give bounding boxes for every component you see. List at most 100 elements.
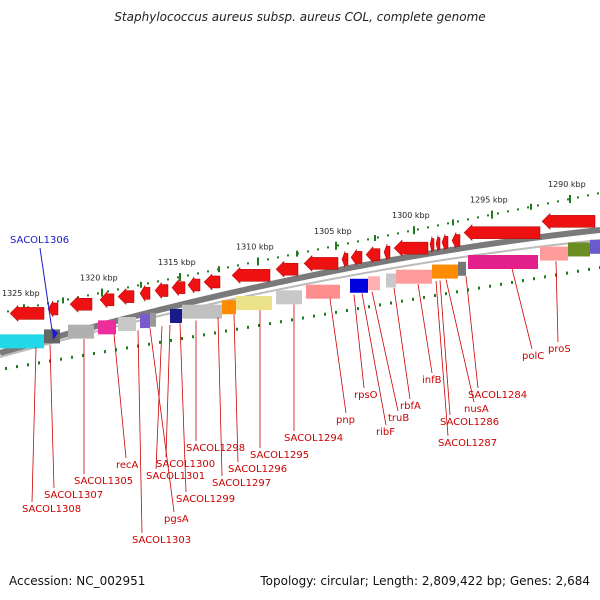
lower-track-dot — [170, 338, 172, 342]
feature-bar — [368, 276, 380, 291]
gene-label-sacol1287[interactable]: SACOL1287 — [438, 438, 497, 449]
gene-arrow[interactable] — [69, 295, 93, 313]
gene-label-trub[interactable]: truB — [388, 413, 409, 424]
gene-label-sacol1305[interactable]: SACOL1305 — [74, 476, 133, 487]
label-leader-line — [149, 328, 175, 513]
lower-track-dot — [588, 267, 590, 271]
gene-label-polc[interactable]: polC — [522, 351, 544, 362]
gene-arrow[interactable] — [9, 304, 45, 323]
gene-label-sacol1308[interactable]: SACOL1308 — [22, 504, 81, 515]
scale-dot — [447, 222, 449, 225]
gene-label-infb[interactable]: infB — [422, 375, 442, 386]
accession-text: Accession: NC_002951 — [9, 574, 146, 588]
scale-dot — [267, 258, 269, 261]
feature-bar — [540, 246, 568, 261]
scale-dot — [377, 236, 379, 239]
scale-dot — [527, 206, 529, 209]
label-leader-line — [417, 283, 433, 374]
lower-track-dot — [302, 316, 304, 320]
gene-label-sacol1303[interactable]: SACOL1303 — [132, 535, 191, 546]
gene-arrow[interactable] — [203, 273, 221, 291]
gene-arrow[interactable] — [139, 284, 151, 303]
feature-bar — [468, 255, 538, 270]
gene-arrow[interactable] — [350, 248, 363, 267]
highlighted-gene[interactable]: SACOL1306 — [10, 235, 69, 340]
lower-track-dot — [214, 331, 216, 335]
gene-label-pgsa[interactable]: pgsA — [164, 514, 189, 525]
gene-arrow[interactable] — [171, 278, 186, 297]
label-leader-line — [511, 268, 533, 350]
feature-bar — [182, 304, 222, 319]
gene-label-nusa[interactable]: nusA — [464, 404, 489, 415]
gene-arrow[interactable] — [429, 236, 435, 253]
feature-bar — [276, 290, 302, 305]
lower-track-dot — [236, 327, 238, 331]
gene-arrow[interactable] — [463, 224, 541, 242]
lower-track-dot — [566, 271, 568, 275]
lower-track-dot — [467, 288, 469, 292]
gene-arrow[interactable] — [541, 212, 596, 230]
label-leader-line — [179, 323, 187, 493]
gene-label-rbfa[interactable]: rbfA — [400, 401, 421, 412]
feature-bar — [386, 273, 396, 288]
lower-track-dot — [379, 303, 381, 307]
gene-label-sacol1298[interactable]: SACOL1298 — [186, 443, 245, 454]
scale-dot — [197, 272, 199, 275]
label-leader-line — [439, 280, 451, 416]
scale-dot — [397, 232, 399, 235]
gene-label-pros[interactable]: proS — [548, 344, 571, 355]
gene-label-sacol1297[interactable]: SACOL1297 — [212, 478, 271, 489]
feature-bar — [458, 261, 466, 276]
gene-label-reca[interactable]: recA — [116, 460, 139, 471]
lower-track-dot — [5, 366, 7, 370]
lower-track-dot — [203, 333, 205, 337]
gene-arrow[interactable] — [117, 287, 135, 306]
gene-label-rpso[interactable]: rpsO — [354, 390, 378, 401]
scale-dot — [37, 304, 39, 307]
lower-track-dot — [533, 277, 535, 281]
gene-arrow[interactable] — [393, 239, 429, 257]
gene-arrow[interactable] — [451, 232, 461, 249]
gene-label-sacol1284[interactable]: SACOL1284 — [468, 390, 527, 401]
lower-track-dot — [544, 275, 546, 279]
gene-label-sacol1301[interactable]: SACOL1301 — [146, 471, 205, 482]
scale-dot — [207, 270, 209, 273]
gene-label-sacol1295[interactable]: SACOL1295 — [250, 450, 309, 461]
gene-arrow[interactable] — [47, 300, 59, 318]
gene-arrow[interactable] — [441, 234, 449, 251]
lower-track-dot — [93, 352, 95, 356]
gene-arrow[interactable] — [99, 291, 115, 309]
gene-label-sacol1299[interactable]: SACOL1299 — [176, 494, 235, 505]
gene-label-ribf[interactable]: ribF — [376, 427, 395, 438]
gene-arrow[interactable] — [435, 235, 441, 252]
label-leader-line — [165, 324, 171, 458]
gene-label-pnp[interactable]: pnp — [336, 415, 355, 426]
gene-label-sacol1296[interactable]: SACOL1296 — [228, 464, 287, 475]
gene-arrow[interactable] — [383, 244, 391, 261]
label-leader-line — [465, 276, 479, 389]
lower-track-dot — [346, 309, 348, 313]
gene-arrow[interactable] — [365, 245, 381, 264]
gene-arrow[interactable] — [341, 251, 349, 268]
gene-label-sacol1300[interactable]: SACOL1300 — [156, 459, 215, 470]
gene-label-sacol1294[interactable]: SACOL1294 — [284, 433, 343, 444]
feature-bar — [222, 300, 236, 315]
lower-track-dot — [192, 335, 194, 339]
feature-bar — [568, 242, 590, 257]
lower-track-dot — [390, 301, 392, 305]
gene-label-sacol1286[interactable]: SACOL1286 — [440, 417, 499, 428]
scale-label: 1295 kbp — [470, 196, 508, 205]
scale-dot — [517, 208, 519, 211]
gene-arrow[interactable] — [154, 281, 169, 300]
label-leader-line — [371, 291, 399, 412]
gene-arrow[interactable] — [303, 254, 339, 273]
gene-arrow[interactable] — [275, 260, 299, 278]
gene-label-sacol1307[interactable]: SACOL1307 — [44, 490, 103, 501]
lower-track-dot — [445, 292, 447, 296]
feature-bar — [350, 278, 368, 293]
gene-arrow[interactable] — [231, 266, 271, 284]
lower-track-dot — [368, 305, 370, 309]
label-leader-line — [49, 344, 55, 489]
label-leader-line — [435, 281, 449, 437]
gene-arrow[interactable] — [187, 276, 201, 294]
